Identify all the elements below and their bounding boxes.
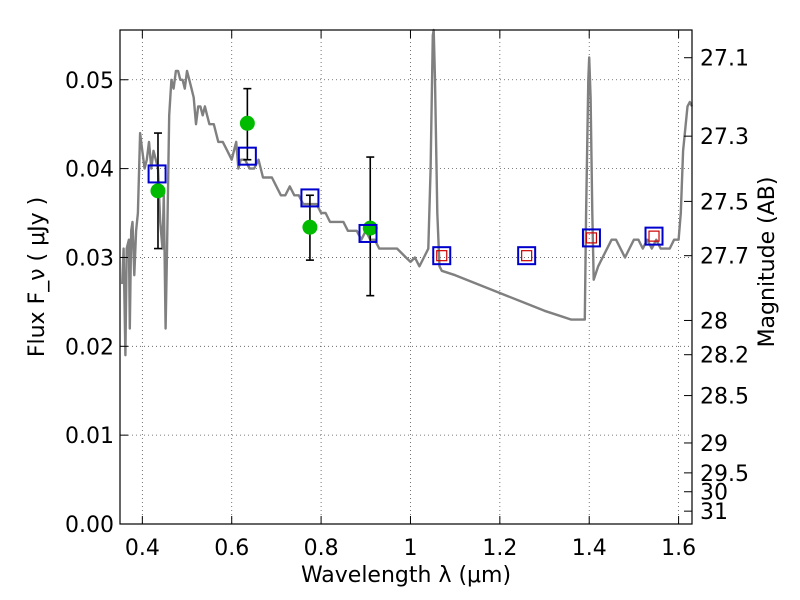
model-square-red <box>648 230 660 242</box>
right-tick-label: 27.3 <box>700 125 749 150</box>
model-square-red <box>585 232 598 244</box>
x-axis-title: Wavelength λ (μm) <box>301 563 511 588</box>
y-tick-label: 0.00 <box>65 513 114 538</box>
model-photometry-blue <box>147 146 664 266</box>
y-axis-title-right: Magnitude (AB) <box>755 177 780 348</box>
model-square-blue <box>581 228 601 248</box>
right-tick-label: 29.5 <box>700 462 749 487</box>
right-tick-label: 27.5 <box>700 190 749 215</box>
x-tick-label: 0.6 <box>214 536 249 561</box>
y-tick-label: 0.03 <box>65 246 114 271</box>
x-tick-label: 1.6 <box>661 536 696 561</box>
x-tick-label: 1.2 <box>482 536 517 561</box>
y-axis-title-left: Flux F_ν ( μJy ) <box>25 197 50 357</box>
right-tick-label: 27.7 <box>700 245 749 270</box>
right-tick-label: 29 <box>700 432 728 457</box>
right-tick-label: 28 <box>700 309 728 334</box>
x-tick-label: 1.4 <box>572 536 607 561</box>
right-tick-label: 28.2 <box>700 344 749 369</box>
x-tick-label: 0.4 <box>125 536 160 561</box>
x-tick-label: 1 <box>403 536 417 561</box>
y-tick-label: 0.02 <box>65 335 114 360</box>
model-square-blue <box>644 226 664 246</box>
model-photometry-red <box>436 230 660 262</box>
right-tick-label: 28.5 <box>700 385 749 410</box>
observed-point <box>302 219 318 235</box>
model-square-blue <box>300 188 320 208</box>
model-spectrum <box>121 28 694 357</box>
observed-point <box>362 220 378 236</box>
y-tick-label: 0.05 <box>65 69 114 94</box>
model-square-blue <box>432 246 452 266</box>
right-tick-label: 30 <box>700 481 728 506</box>
axis-ticks <box>120 30 692 525</box>
model-square-blue <box>147 164 167 184</box>
model-square-blue <box>517 246 537 266</box>
model-square-blue <box>237 146 257 166</box>
plot-background <box>120 30 692 524</box>
model-square-red <box>521 250 533 262</box>
right-tick-label: 31 <box>700 500 728 525</box>
grid <box>120 30 692 524</box>
y-tick-label: 0.01 <box>65 424 114 449</box>
x-tick-labels: 0.4 0.6 0.8 1 1.2 1.4 1.6 <box>125 536 696 561</box>
spectrum-line <box>121 28 694 357</box>
y-tick-labels: 0.00 0.01 0.02 0.03 0.04 0.05 <box>65 69 114 538</box>
right-tick-label: 27.1 <box>700 47 749 72</box>
model-square-blue <box>358 223 378 243</box>
observed-point <box>239 115 255 131</box>
plot-frame <box>119 29 693 525</box>
observed-point <box>150 183 166 199</box>
x-tick-label: 0.8 <box>304 536 339 561</box>
model-square-red <box>436 250 448 262</box>
y-tick-label: 0.04 <box>65 158 114 183</box>
